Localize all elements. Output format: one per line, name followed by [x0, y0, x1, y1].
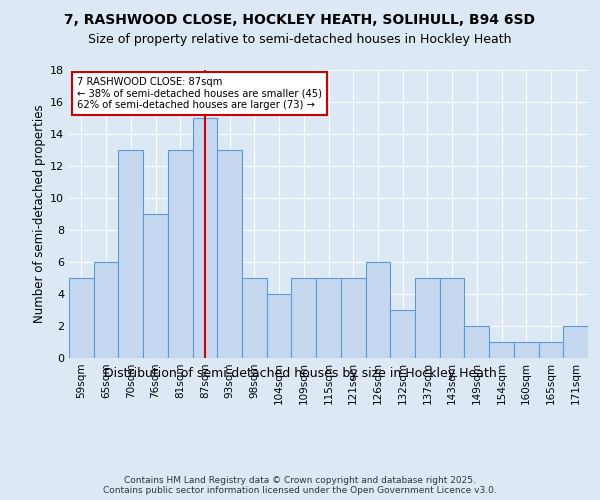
- Bar: [365, 262, 390, 358]
- Text: 7, RASHWOOD CLOSE, HOCKLEY HEATH, SOLIHULL, B94 6SD: 7, RASHWOOD CLOSE, HOCKLEY HEATH, SOLIHU…: [65, 12, 536, 26]
- Bar: [143, 214, 168, 358]
- Bar: [464, 326, 489, 358]
- Bar: [217, 150, 242, 358]
- Bar: [341, 278, 365, 357]
- Bar: [390, 310, 415, 358]
- Bar: [563, 326, 588, 358]
- Y-axis label: Number of semi-detached properties: Number of semi-detached properties: [33, 104, 46, 323]
- Bar: [292, 278, 316, 357]
- Bar: [193, 118, 217, 358]
- Bar: [440, 278, 464, 357]
- Bar: [316, 278, 341, 357]
- Bar: [242, 278, 267, 357]
- Text: Size of property relative to semi-detached houses in Hockley Heath: Size of property relative to semi-detach…: [88, 32, 512, 46]
- Text: Contains HM Land Registry data © Crown copyright and database right 2025.
Contai: Contains HM Land Registry data © Crown c…: [103, 476, 497, 495]
- Bar: [267, 294, 292, 358]
- Bar: [514, 342, 539, 357]
- Bar: [539, 342, 563, 357]
- Bar: [415, 278, 440, 357]
- Bar: [118, 150, 143, 358]
- Text: 7 RASHWOOD CLOSE: 87sqm
← 38% of semi-detached houses are smaller (45)
62% of se: 7 RASHWOOD CLOSE: 87sqm ← 38% of semi-de…: [77, 77, 322, 110]
- Bar: [94, 262, 118, 358]
- Bar: [69, 278, 94, 357]
- Text: Distribution of semi-detached houses by size in Hockley Heath: Distribution of semi-detached houses by …: [104, 368, 496, 380]
- Bar: [489, 342, 514, 357]
- Bar: [168, 150, 193, 358]
